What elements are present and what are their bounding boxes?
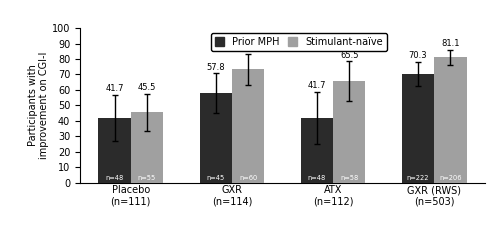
Text: 70.3: 70.3 — [408, 51, 428, 60]
Text: n=55: n=55 — [138, 175, 156, 181]
Text: 65.5: 65.5 — [340, 51, 358, 60]
Bar — [200, 93, 232, 183]
Text: n=58: n=58 — [340, 175, 358, 181]
Text: 57.8: 57.8 — [206, 63, 225, 72]
Text: 41.7: 41.7 — [308, 81, 326, 90]
Legend: Prior MPH, Stimulant-naïve: Prior MPH, Stimulant-naïve — [211, 33, 386, 51]
Text: 81.1: 81.1 — [441, 39, 460, 48]
Text: n=48: n=48 — [308, 175, 326, 181]
Text: n=60: n=60 — [239, 175, 257, 181]
Bar — [333, 81, 366, 183]
Text: *: * — [347, 42, 352, 52]
Text: **: ** — [243, 35, 253, 45]
Text: n=222: n=222 — [407, 175, 430, 181]
Bar — [402, 74, 434, 183]
Bar — [232, 69, 264, 183]
Text: n=206: n=206 — [439, 175, 462, 181]
Text: 45.5: 45.5 — [138, 83, 156, 92]
Bar — [300, 118, 333, 183]
Text: n=48: n=48 — [106, 175, 124, 181]
Y-axis label: Participants with
improvement on CGI-I: Participants with improvement on CGI-I — [28, 52, 49, 159]
Text: 73.3: 73.3 — [238, 43, 258, 52]
Bar — [434, 57, 466, 183]
Text: n=45: n=45 — [206, 175, 225, 181]
Bar — [98, 118, 131, 183]
Text: 41.7: 41.7 — [106, 84, 124, 93]
Bar — [131, 112, 163, 183]
